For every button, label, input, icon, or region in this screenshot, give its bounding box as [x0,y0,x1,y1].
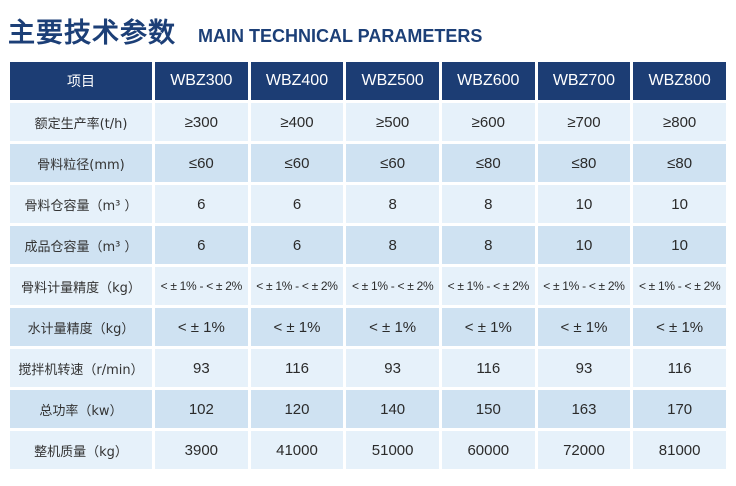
table-cell: 10 [537,226,631,264]
table-row: 总功率（kw） 102 120 140 150 163 170 [10,390,726,428]
table-cell: ≤80 [441,144,535,182]
table-cell: 10 [633,185,726,223]
table-cell: 72000 [537,431,631,469]
table-header-row: 项目 WBZ300 WBZ400 WBZ500 WBZ600 WBZ700 WB… [10,62,726,100]
table-cell: 93 [537,349,631,387]
table-cell: ≥700 [537,103,631,141]
table-cell: ≤80 [537,144,631,182]
row-label: 骨料仓容量（m³ ） [10,185,152,223]
table-cell: 6 [250,226,344,264]
table-cell: 116 [250,349,344,387]
table-cell: 120 [250,390,344,428]
table-cell: < ± 1% [441,308,535,346]
table-cell: ≤60 [155,144,248,182]
table-cell: 116 [441,349,535,387]
technical-parameters-table: 项目 WBZ300 WBZ400 WBZ500 WBZ600 WBZ700 WB… [7,59,729,472]
table-cell: ≤80 [633,144,726,182]
table-cell: 6 [250,185,344,223]
table-cell: 93 [155,349,248,387]
table-row: 水计量精度（kg） < ± 1% < ± 1% < ± 1% < ± 1% < … [10,308,726,346]
table-cell: 51000 [346,431,439,469]
table-cell: 150 [441,390,535,428]
table-row: 骨料粒径(mm) ≤60 ≤60 ≤60 ≤80 ≤80 ≤80 [10,144,726,182]
column-header-model: WBZ400 [250,62,344,100]
table-cell: ≥800 [633,103,726,141]
table-cell: 93 [346,349,439,387]
column-header-model: WBZ300 [155,62,248,100]
table-cell: 10 [537,185,631,223]
table-cell: ≥500 [346,103,439,141]
column-header-model: WBZ500 [346,62,439,100]
column-header-model: WBZ600 [441,62,535,100]
table-cell: < ± 1% [537,308,631,346]
table-cell: ≥400 [250,103,344,141]
table-row: 骨料仓容量（m³ ） 6 6 8 8 10 10 [10,185,726,223]
row-label: 搅拌机转速（r/min） [10,349,152,387]
table-cell: ≤60 [346,144,439,182]
column-header-model: WBZ800 [633,62,726,100]
table-cell: < ± 1% - < ± 2% [537,267,631,305]
row-label: 骨料计量精度（kg） [10,267,152,305]
table-cell: < ± 1% - < ± 2% [441,267,535,305]
table-cell: ≤60 [250,144,344,182]
row-label: 额定生产率(t/h) [10,103,152,141]
table-cell: 60000 [441,431,535,469]
row-label: 水计量精度（kg） [10,308,152,346]
page-title-english: MAIN TECHNICAL PARAMETERS [198,26,483,46]
table-cell: 10 [633,226,726,264]
table-cell: < ± 1% - < ± 2% [346,267,439,305]
column-header-item: 项目 [10,62,152,100]
table-cell: 6 [155,226,248,264]
table-cell: 3900 [155,431,248,469]
table-cell: 8 [441,185,535,223]
page-header: 主要技术参数 MAIN TECHNICAL PARAMETERS [8,10,482,50]
table-cell: 102 [155,390,248,428]
table-cell: 140 [346,390,439,428]
row-label: 成品仓容量（m³ ） [10,226,152,264]
row-label: 骨料粒径(mm) [10,144,152,182]
table-row: 整机质量（kg） 3900 41000 51000 60000 72000 81… [10,431,726,469]
table-cell: 8 [441,226,535,264]
table-cell: 116 [633,349,726,387]
table-cell: ≥300 [155,103,248,141]
table-cell: 6 [155,185,248,223]
table-row: 成品仓容量（m³ ） 6 6 8 8 10 10 [10,226,726,264]
table-row: 骨料计量精度（kg） < ± 1% - < ± 2% < ± 1% - < ± … [10,267,726,305]
table-row: 搅拌机转速（r/min） 93 116 93 116 93 116 [10,349,726,387]
table-cell: < ± 1% - < ± 2% [250,267,344,305]
column-header-model: WBZ700 [537,62,631,100]
row-label: 总功率（kw） [10,390,152,428]
table-cell: 8 [346,185,439,223]
table-cell: < ± 1% - < ± 2% [155,267,248,305]
table-cell: < ± 1% [633,308,726,346]
table-cell: < ± 1% [250,308,344,346]
table-cell: < ± 1% - < ± 2% [633,267,726,305]
table-cell: 170 [633,390,726,428]
table-cell: < ± 1% [155,308,248,346]
table-cell: < ± 1% [346,308,439,346]
page-title-chinese: 主要技术参数 [8,18,176,49]
row-label: 整机质量（kg） [10,431,152,469]
table-cell: ≥600 [441,103,535,141]
table-cell: 81000 [633,431,726,469]
table-row: 额定生产率(t/h) ≥300 ≥400 ≥500 ≥600 ≥700 ≥800 [10,103,726,141]
table-cell: 8 [346,226,439,264]
table-cell: 163 [537,390,631,428]
table-cell: 41000 [250,431,344,469]
